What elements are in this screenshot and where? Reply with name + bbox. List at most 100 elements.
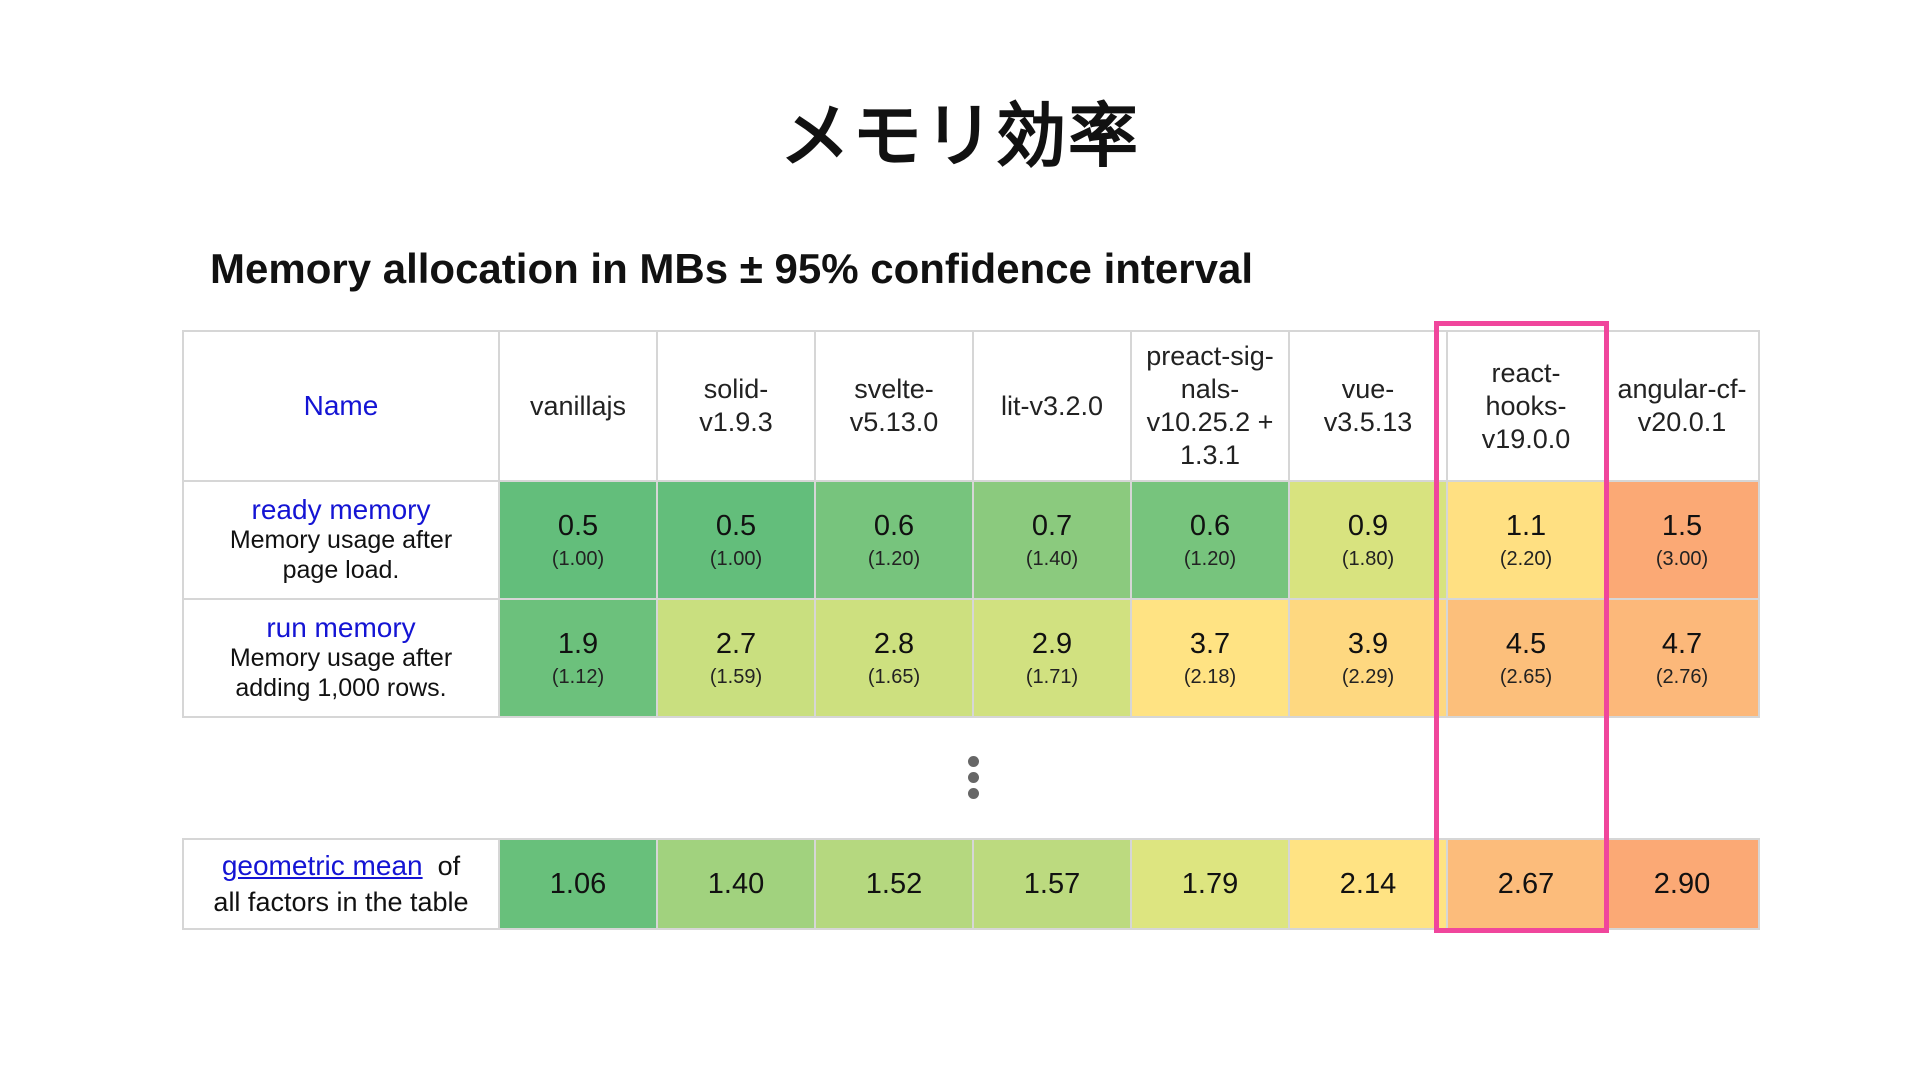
- result-cell: 0.6 (1.20): [1130, 480, 1290, 600]
- framework-header-line: svelte-: [854, 374, 934, 404]
- result-factor: (2.18): [1183, 666, 1237, 688]
- result-factor: (1.40): [1025, 548, 1079, 570]
- geometric-mean-suffix: of: [437, 851, 461, 881]
- result-factor: (2.29): [1341, 666, 1395, 688]
- table-row: run memory Memory usage after adding 1,000…: [182, 598, 1760, 718]
- framework-header: vue-v3.5.13: [1288, 330, 1448, 482]
- framework-header-line: lit-v3.2.0: [1000, 390, 1104, 421]
- framework-header-line: v20.0.1: [1637, 407, 1727, 437]
- framework-header-line: preact-sig-: [1146, 341, 1274, 371]
- framework-header: preact-sig-nals-v10.25.2 +1.3.1: [1130, 330, 1290, 482]
- result-cell: 0.5 (1.00): [656, 480, 816, 600]
- result-factor: (1.12): [551, 666, 605, 688]
- result-value: 0.9: [1347, 510, 1389, 542]
- result-factor: (1.20): [867, 548, 921, 570]
- result-cell: 0.7 (1.40): [972, 480, 1132, 600]
- result-value: 2.7: [715, 628, 757, 660]
- framework-header-line: react-: [1491, 357, 1561, 388]
- result-value: 3.9: [1347, 628, 1389, 660]
- framework-header-line: hooks-: [1485, 390, 1567, 421]
- result-factor: (2.76): [1655, 666, 1709, 688]
- result-factor: (1.59): [709, 666, 763, 688]
- slide-title: メモリ効率: [780, 95, 1140, 177]
- table-row: ready memory Memory usage after page load.…: [182, 480, 1760, 600]
- result-cell: 3.9 (2.29): [1288, 598, 1448, 718]
- framework-header-line: v1.9.3: [699, 407, 773, 437]
- row-label: run memory Memory usage after adding 1,000…: [182, 598, 500, 718]
- result-cell: 2.9 (1.71): [972, 598, 1132, 718]
- result-value: 1.5: [1661, 510, 1703, 542]
- header-row: Name vanillajs solid-v1.9.3 svelte-v5.13.0…: [182, 330, 1760, 482]
- benchmark-table: Name vanillajs solid-v1.9.3 svelte-v5.13.0…: [182, 330, 1760, 718]
- result-cell: 0.9 (1.80): [1288, 480, 1448, 600]
- geometric-mean-table: geometric mean of all factors in the tab…: [182, 838, 1760, 930]
- name-header[interactable]: Name: [182, 330, 500, 482]
- metric-name-link[interactable]: run memory: [266, 612, 416, 643]
- framework-header-line: vue-: [1341, 374, 1395, 404]
- result-factor: (3.00): [1655, 548, 1709, 570]
- framework-header-line: solid-: [703, 374, 769, 404]
- result-value: 1.1: [1505, 510, 1547, 542]
- metric-description: page load.: [282, 556, 400, 584]
- result-cell: 0.5 (1.00): [498, 480, 658, 600]
- geometric-mean-cell: 1.79: [1130, 838, 1290, 930]
- result-value: 1.9: [557, 628, 599, 660]
- result-value: 4.5: [1505, 628, 1547, 660]
- framework-header-line: angular-cf-: [1617, 374, 1747, 404]
- result-factor: (1.00): [551, 548, 605, 570]
- framework-header-line: vanillajs: [529, 390, 627, 421]
- result-factor: (1.80): [1341, 548, 1395, 570]
- result-value: 3.7: [1189, 628, 1231, 660]
- result-value: 0.5: [715, 510, 757, 542]
- more-rows-ellipsis-icon: [968, 756, 982, 804]
- geometric-mean-cell: 1.06: [498, 838, 658, 930]
- result-cell: 3.7 (2.18): [1130, 598, 1290, 718]
- result-value: 0.6: [873, 510, 915, 542]
- geometric-mean-label: geometric mean of all factors in the tab…: [182, 838, 500, 930]
- geometric-mean-cell: 2.67: [1446, 838, 1606, 930]
- framework-header-line: 1.3.1: [1179, 440, 1241, 470]
- result-factor: (1.71): [1025, 666, 1079, 688]
- framework-header: lit-v3.2.0: [972, 330, 1132, 482]
- geometric-mean-cell: 1.40: [656, 838, 816, 930]
- geometric-mean-row: geometric mean of all factors in the tab…: [182, 838, 1760, 930]
- result-factor: (1.20): [1183, 548, 1237, 570]
- framework-header: solid-v1.9.3: [656, 330, 816, 482]
- geometric-mean-cell: 2.14: [1288, 838, 1448, 930]
- framework-header: vanillajs: [498, 330, 658, 482]
- result-factor: (2.20): [1499, 548, 1553, 570]
- result-factor: (1.65): [867, 666, 921, 688]
- result-value: 0.6: [1189, 510, 1231, 542]
- table-title: Memory allocation in MBs ± 95% confidenc…: [210, 245, 1253, 292]
- result-cell: 1.1 (2.20): [1446, 480, 1606, 600]
- result-cell: 4.7 (2.76): [1604, 598, 1760, 718]
- metric-description: Memory usage after: [229, 526, 453, 554]
- geometric-mean-cell: 2.90: [1604, 838, 1760, 930]
- result-value: 0.7: [1031, 510, 1073, 542]
- result-cell: 1.5 (3.00): [1604, 480, 1760, 600]
- result-factor: (1.00): [709, 548, 763, 570]
- framework-header: svelte-v5.13.0: [814, 330, 974, 482]
- result-cell: 4.5 (2.65): [1446, 598, 1606, 718]
- result-value: 0.5: [557, 510, 599, 542]
- result-value: 2.9: [1031, 628, 1073, 660]
- framework-header-line: v19.0.0: [1481, 423, 1571, 454]
- geometric-mean-line2: all factors in the table: [213, 887, 469, 917]
- name-header-link[interactable]: Name: [303, 390, 379, 421]
- framework-header: angular-cf-v20.0.1: [1604, 330, 1760, 482]
- row-label: ready memory Memory usage after page load.: [182, 480, 500, 600]
- framework-header-line: nals-: [1180, 374, 1240, 404]
- result-cell: 2.7 (1.59): [656, 598, 816, 718]
- result-value: 4.7: [1661, 628, 1703, 660]
- metric-name-link[interactable]: ready memory: [251, 494, 431, 525]
- result-value: 2.8: [873, 628, 915, 660]
- framework-header: react-hooks-v19.0.0: [1446, 330, 1606, 482]
- result-cell: 0.6 (1.20): [814, 480, 974, 600]
- result-cell: 1.9 (1.12): [498, 598, 658, 718]
- result-cell: 2.8 (1.65): [814, 598, 974, 718]
- geometric-mean-cell: 1.57: [972, 838, 1132, 930]
- geometric-mean-link[interactable]: geometric mean: [221, 850, 423, 881]
- geometric-mean-cell: 1.52: [814, 838, 974, 930]
- framework-header-line: v5.13.0: [849, 407, 939, 437]
- metric-description: Memory usage after: [229, 644, 453, 672]
